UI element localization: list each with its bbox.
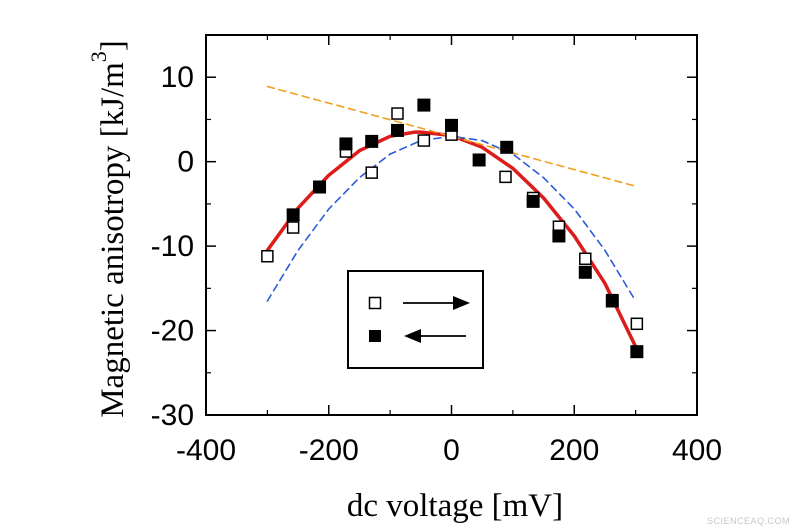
axis-ticks: -400 -200 0 200 400 -30 -20 -10 0 10	[151, 35, 722, 467]
y-tick-label: 10	[161, 61, 194, 94]
data-point-filled-11	[578, 265, 592, 279]
curve-2	[266, 85, 637, 187]
data-point-filled-0	[286, 208, 300, 222]
x-tick-label: -200	[299, 434, 359, 467]
y-axis-title: Magnetic anisotropy [kJ/m3]	[86, 40, 131, 418]
data-point-filled-5	[417, 98, 431, 112]
data-point-filled-6	[445, 118, 458, 132]
data-point-open-7	[499, 170, 512, 184]
data-point-filled-9	[526, 194, 540, 208]
data-point-filled-4	[390, 123, 404, 137]
data-point-open-10	[579, 252, 592, 266]
data-point-filled-8	[500, 140, 514, 154]
legend-open-square-marker	[368, 296, 382, 310]
x-axis-title: dc voltage [mV]	[347, 488, 563, 524]
data-markers	[261, 98, 644, 359]
data-point-filled-13	[630, 345, 644, 359]
y-tick-label: -30	[151, 399, 194, 432]
data-point-open-12	[630, 317, 644, 331]
y-axis-title-superscript: 3	[86, 51, 111, 62]
data-point-open-3	[365, 166, 378, 179]
data-point-filled-1	[313, 180, 327, 194]
y-tick-label: 0	[177, 146, 194, 179]
data-point-open-4	[391, 107, 404, 120]
legend-frame	[347, 270, 484, 369]
x-tick-label: 0	[443, 434, 460, 467]
data-point-filled-3	[365, 134, 379, 148]
arrow-right-icon	[453, 296, 470, 310]
data-point-open-1	[286, 221, 300, 234]
y-axis-title-close: ]	[95, 40, 131, 51]
arrow-left-icon	[404, 329, 421, 343]
data-point-filled-7	[472, 153, 486, 167]
data-point-open-5	[417, 134, 431, 147]
legend-box	[347, 270, 484, 369]
data-point-filled-12	[605, 294, 619, 308]
curve-0	[265, 130, 638, 349]
y-tick-label: -20	[151, 315, 194, 348]
x-tick-label: 400	[672, 434, 722, 467]
y-tick-label: -10	[151, 230, 194, 263]
y-axis-title-main: Magnetic anisotropy [kJ/m	[95, 62, 131, 418]
legend-filled-square-marker	[369, 330, 381, 342]
y-axis-title-group: Magnetic anisotropy [kJ/m3]	[86, 40, 131, 418]
x-tick-label: 200	[549, 434, 599, 467]
watermark-text: SCIENCEAQ.COM	[707, 516, 790, 526]
data-point-filled-2	[339, 137, 353, 151]
data-point-open-0	[261, 249, 274, 263]
data-point-filled-10	[552, 229, 566, 243]
x-tick-label: -400	[176, 434, 236, 467]
